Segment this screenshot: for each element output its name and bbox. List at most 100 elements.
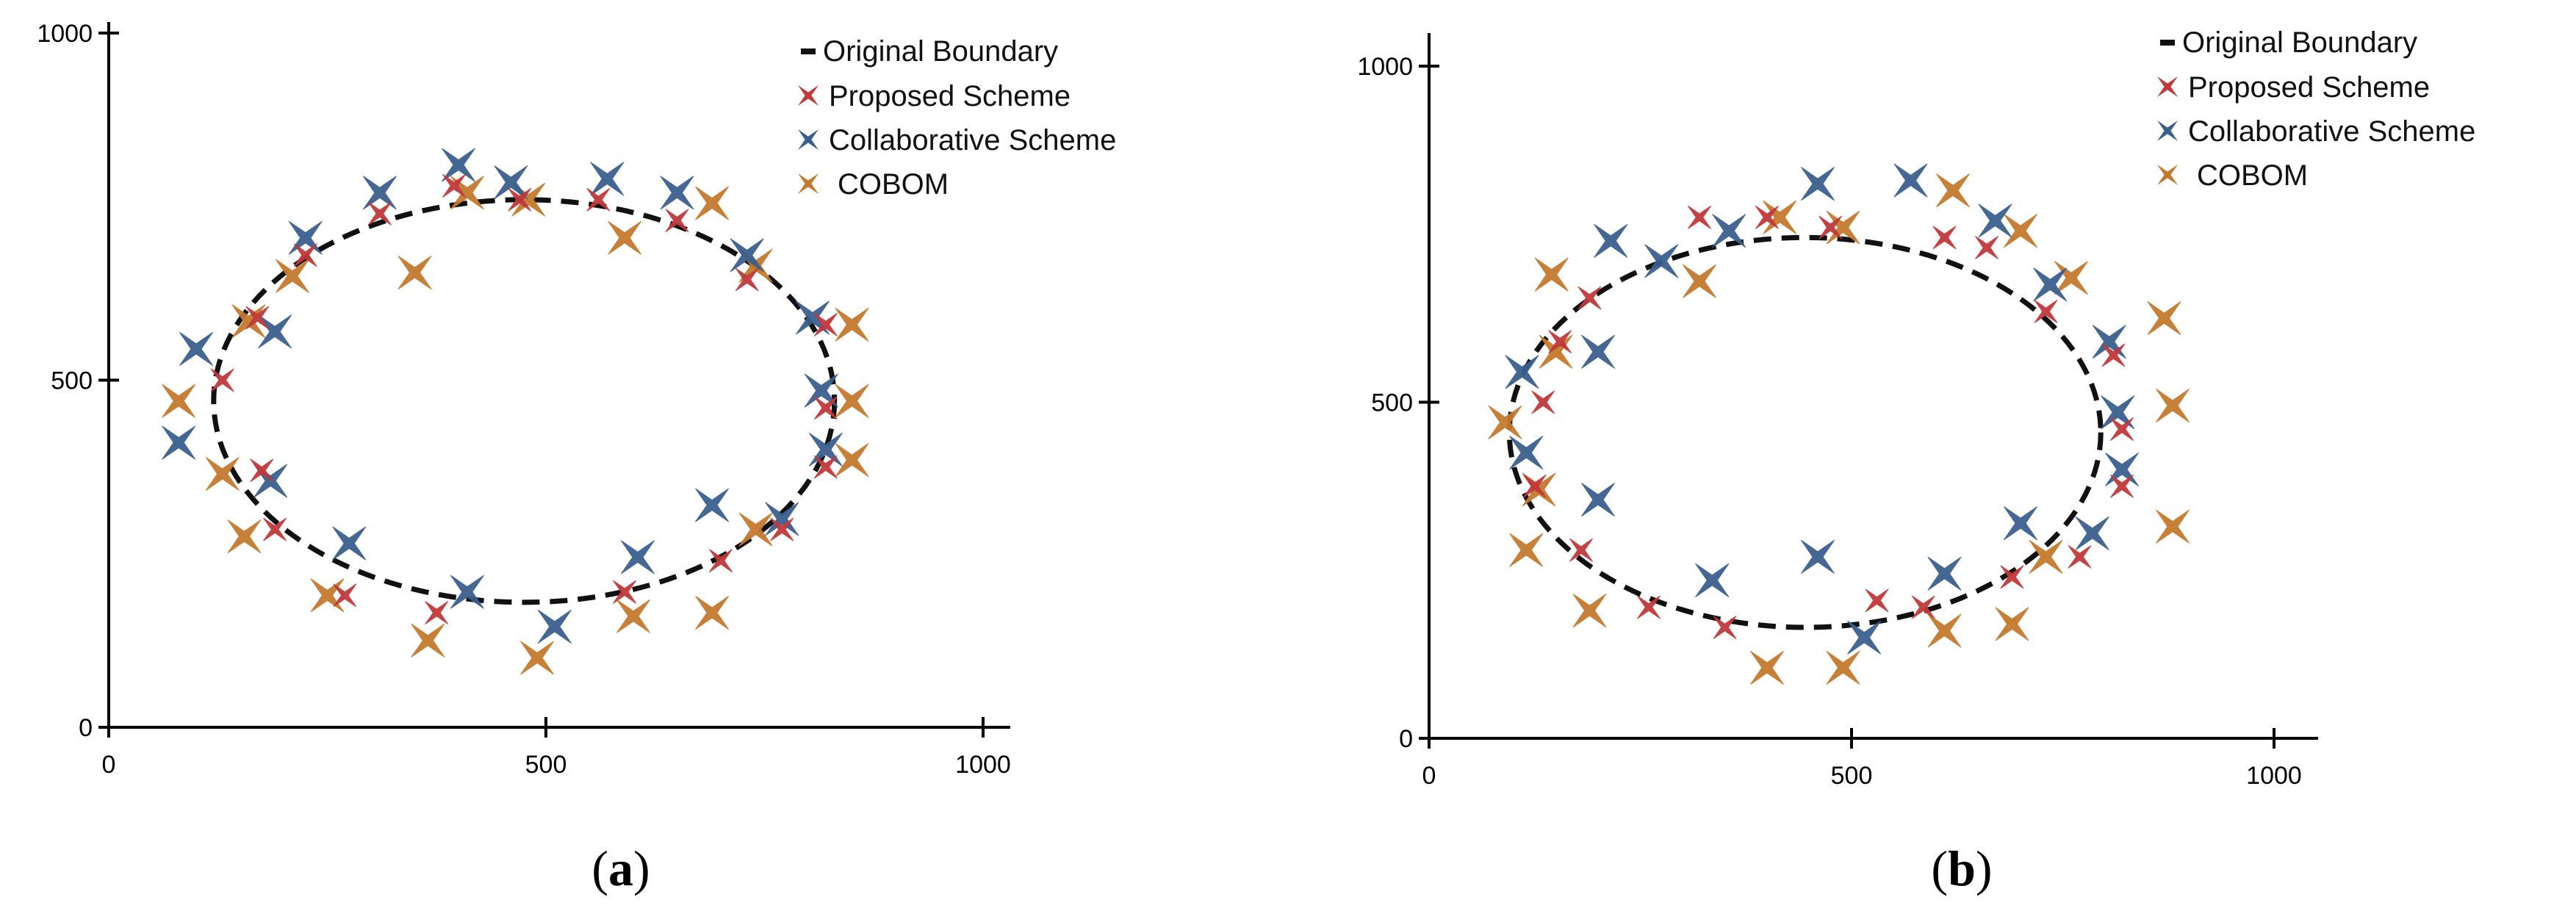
collaborative-scheme-point	[1644, 244, 1679, 278]
proposed-scheme-point	[1548, 330, 1572, 354]
cobom-point	[1826, 650, 1860, 685]
cobom-point	[1572, 594, 1607, 628]
cobom-point	[2003, 214, 2038, 248]
y-tick-label: 500	[1371, 389, 1413, 417]
collaborative-scheme-point	[179, 331, 214, 367]
legend-label-proposed-scheme: Proposed Scheme	[2188, 71, 2430, 104]
legend-swatch-proposed-scheme	[2156, 76, 2179, 98]
collaborative-scheme-point	[1712, 214, 1746, 248]
proposed-scheme-point	[1713, 616, 1737, 640]
cobom-point	[397, 255, 432, 290]
legend-swatch-collaborative-scheme	[2156, 120, 2179, 142]
proposed-scheme-point	[1974, 236, 1999, 260]
cobom-point	[1749, 650, 1785, 685]
cobom-point	[205, 456, 240, 491]
panel-label: (b)	[1931, 840, 1992, 896]
cobom-point	[1763, 200, 1797, 234]
proposed-scheme-point	[1865, 588, 1889, 613]
proposed-scheme-point	[1577, 286, 1602, 310]
cobom-point	[608, 220, 642, 255]
proposed-scheme-point	[508, 187, 532, 212]
collaborative-scheme-point	[1594, 223, 1628, 258]
proposed-scheme-point	[708, 549, 733, 573]
chart-panel-b: 0 500 1000 0 500 1000 Original Boundary Propose…	[1357, 26, 2475, 896]
y-tick-label: 0	[1399, 725, 1413, 753]
proposed-scheme-point	[735, 267, 759, 292]
proposed-scheme-point	[263, 517, 287, 541]
collaborative-scheme-point	[1580, 334, 1616, 369]
cobom-point	[695, 186, 730, 220]
cobom-point	[275, 259, 309, 293]
proposed-scheme-point	[367, 201, 392, 226]
proposed-scheme-point	[1569, 538, 1594, 562]
proposed-scheme-point	[425, 601, 449, 625]
collaborative-scheme-point	[660, 176, 694, 210]
legend-swatch-proposed-scheme	[797, 84, 819, 107]
proposed-scheme-point	[613, 580, 637, 604]
legend-label-original-boundary: Original Boundary	[2182, 26, 2417, 59]
cobom-point	[2155, 388, 2190, 423]
proposed-scheme-point	[665, 209, 689, 233]
collaborative-scheme-point	[2033, 267, 2068, 302]
collaborative-scheme-point	[258, 314, 292, 349]
x-tick-label: 1000	[955, 751, 1011, 779]
collaborative-scheme-point	[1509, 436, 1544, 470]
cobom-point	[835, 307, 869, 342]
collaborative-scheme-point	[2075, 516, 2109, 551]
cobom-point	[2155, 509, 2190, 544]
collaborative-scheme-point	[450, 574, 484, 609]
collaborative-scheme-point	[765, 502, 799, 536]
legend-swatch-cobom	[797, 173, 819, 195]
cobom-point	[231, 304, 266, 339]
collaborative-scheme-point	[1847, 620, 1882, 655]
original-boundary-ellipse	[1506, 234, 2104, 630]
proposed-scheme-point	[293, 243, 317, 267]
proposed-scheme-point	[1755, 205, 1780, 229]
collaborative-scheme-point	[288, 220, 323, 255]
cobom-point	[695, 595, 730, 630]
cobom-point	[835, 443, 869, 478]
y-tick-label: 0	[79, 714, 93, 742]
collaborative-scheme-point	[1800, 539, 1835, 574]
proposed-scheme-point	[1911, 595, 1935, 619]
proposed-scheme-point	[2000, 565, 2024, 589]
collaborative-scheme-point	[2003, 506, 2038, 541]
y-tick-label: 1000	[1357, 53, 1413, 81]
proposed-scheme-point	[245, 306, 270, 330]
cobom-point	[411, 623, 445, 657]
legend: Original Boundary Proposed Scheme Collabor…	[2156, 26, 2475, 192]
legend-swatch-collaborative-scheme	[797, 129, 819, 151]
x-tick-label: 0	[1422, 762, 1436, 790]
collaborative-scheme-point	[1580, 483, 1616, 517]
proposed-scheme-point	[2034, 299, 2058, 323]
y-tick-label: 1000	[37, 20, 93, 48]
cobom-point	[1995, 607, 2029, 641]
cobom-point	[1488, 405, 1522, 440]
collaborative-scheme-point	[695, 488, 730, 522]
x-tick-label: 1000	[2246, 762, 2302, 790]
panel-label: (a)	[591, 840, 650, 896]
cobom-point	[616, 599, 651, 633]
collaborative-scheme-point	[1893, 163, 1928, 198]
collaborative-scheme-point	[332, 526, 367, 561]
collaborative-scheme-point	[362, 176, 397, 210]
collaborative-scheme-point	[590, 162, 625, 196]
cobom-point	[310, 578, 345, 613]
cobom-point	[738, 512, 773, 547]
legend-label-cobom: COBOM	[838, 168, 949, 201]
cobom-point	[1935, 173, 1971, 208]
legend-label-collaborative-scheme: Collaborative Scheme	[829, 124, 1116, 156]
collaborative-scheme-point	[2101, 395, 2135, 430]
cobom-point	[2029, 539, 2063, 574]
proposed-scheme-point	[1531, 390, 1555, 414]
proposed-scheme-point	[813, 396, 838, 420]
collaborative-scheme-point	[1978, 203, 2012, 238]
proposed-scheme-point	[2068, 544, 2092, 569]
cobom-point	[1927, 613, 1962, 648]
collaborative-scheme-point	[537, 609, 572, 644]
collaborative-scheme-point	[1927, 556, 1962, 591]
collaborative-scheme-point	[494, 165, 528, 200]
legend-label-collaborative-scheme: Collaborative Scheme	[2188, 115, 2475, 148]
cobom-point	[162, 383, 196, 418]
collaborative-scheme-point	[620, 540, 655, 574]
